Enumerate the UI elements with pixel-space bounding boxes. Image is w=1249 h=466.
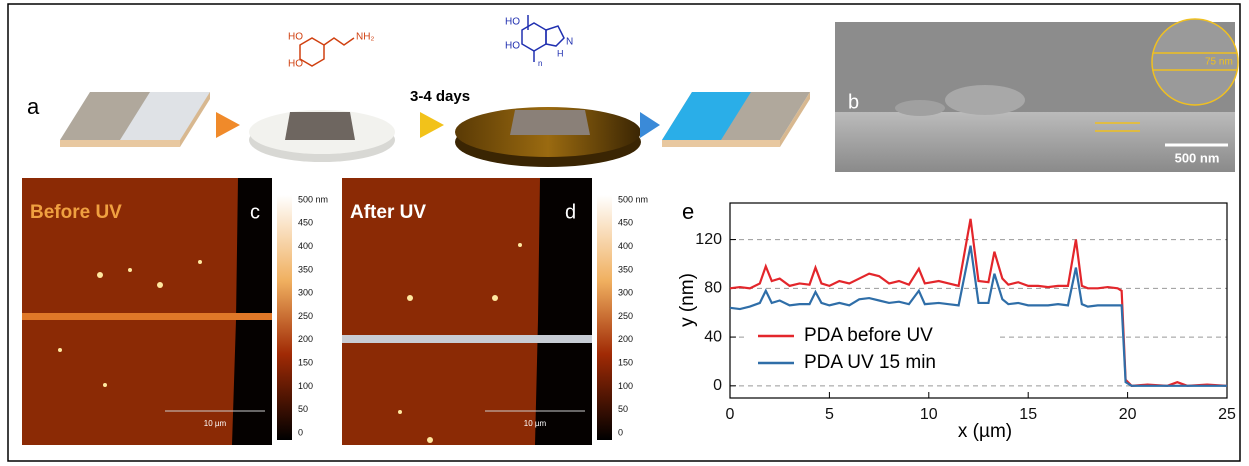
colorbar-tick-label: 500 nm: [618, 194, 648, 204]
afm-bare-region: [535, 178, 592, 445]
x-tick-label: 25: [1218, 406, 1236, 423]
afm-scan-line: [22, 313, 272, 320]
atom-label: HO: [288, 59, 303, 70]
colorbar-tick-label: 500 nm: [298, 194, 328, 204]
colorbar-tick-label: 100: [298, 381, 313, 391]
atom-label: HO: [505, 41, 520, 52]
atom-label: HO: [505, 17, 520, 28]
colorbar-tick-label: 400: [298, 241, 313, 251]
colorbar-tick-label: 0: [618, 427, 623, 437]
panel-a: a HO HO NH₂ 3-4 days HO HO N H n: [27, 15, 810, 167]
colorbar: [277, 195, 292, 440]
scale-bar-label: 500 nm: [1175, 150, 1220, 165]
colorbar-tick-label: 250: [298, 311, 313, 321]
y-tick-label: 40: [704, 328, 722, 345]
colorbar-tick-label: 150: [298, 357, 313, 367]
colorbar-tick-label: 200: [618, 334, 633, 344]
atom-label: n: [538, 59, 542, 68]
panel-label: e: [682, 199, 694, 224]
colorbar-tick-label: 350: [618, 264, 633, 274]
sem-feature: [945, 85, 1025, 115]
colorbar-tick-label: 50: [298, 404, 308, 414]
panel-label: d: [565, 201, 576, 223]
sem-feature: [895, 100, 945, 116]
x-tick-label: 0: [726, 406, 735, 423]
y-tick-label: 0: [713, 377, 722, 394]
panel-title: After UV: [350, 202, 426, 223]
scale-bar-label: 10 µm: [204, 419, 227, 428]
figure: a HO HO NH₂ 3-4 days HO HO N H n: [0, 0, 1249, 466]
colorbar-tick-label: 450: [298, 218, 313, 228]
panel-b: b 75 nm 500 nm: [835, 19, 1238, 172]
panel-label: b: [848, 91, 859, 113]
colorbar-tick-label: 400: [618, 241, 633, 251]
x-axis-label: x (µm): [958, 421, 1012, 442]
step-label: 3-4 days: [410, 88, 470, 105]
colorbar-tick-label: 150: [618, 357, 633, 367]
sample: [285, 112, 355, 140]
colorbar-tick-label: 250: [618, 311, 633, 321]
colorbar-tick-label: 450: [618, 218, 633, 228]
atom-label: HO: [288, 32, 303, 43]
panel-d: After UV d 10 µm 500 nm 450 400 350 300 250 20…: [342, 178, 648, 445]
colorbar-tick-label: 0: [298, 427, 303, 437]
legend-label: PDA UV 15 min: [804, 352, 936, 373]
panel-c: Before UV c 10 µm 500 nm 450 400 350 300 250 2…: [22, 178, 328, 445]
colorbar-tick-label: 50: [618, 404, 628, 414]
x-tick-label: 15: [1019, 406, 1037, 423]
substrate-edge: [662, 140, 780, 147]
colorbar-tick-label: 350: [298, 264, 313, 274]
panel-e: e 0 40 80 120 0 5 10 15 20 25 x (µm) y (nm) PDA befor…: [677, 199, 1236, 442]
arrow: [420, 112, 444, 138]
scale-bar-label: 10 µm: [524, 419, 547, 428]
legend-label: PDA before UV: [804, 325, 933, 346]
colorbar-tick-label: 300: [298, 288, 313, 298]
thickness-label: 75 nm: [1205, 57, 1233, 68]
dopamine-structure: [300, 38, 354, 66]
y-tick-label: 80: [704, 280, 722, 297]
y-axis-label: y (nm): [677, 273, 698, 327]
panel-label: a: [27, 94, 40, 119]
arrow: [640, 112, 660, 138]
panel-title: Before UV: [30, 202, 122, 223]
atom-label: H: [557, 48, 564, 58]
colorbar-tick-label: 200: [298, 334, 313, 344]
atom-label: NH₂: [356, 32, 374, 43]
y-tick-label: 120: [695, 231, 722, 248]
panel-label: c: [250, 201, 260, 223]
afm-scan-line: [342, 335, 592, 343]
x-tick-label: 10: [920, 406, 938, 423]
colorbar-tick-label: 300: [618, 288, 633, 298]
arrow: [216, 112, 240, 138]
x-tick-label: 5: [825, 406, 834, 423]
colorbar-tick-label: 100: [618, 381, 633, 391]
x-tick-label: 20: [1119, 406, 1137, 423]
colorbar: [597, 195, 612, 440]
atom-label: N: [566, 37, 573, 48]
sample: [510, 110, 590, 135]
substrate-edge: [60, 140, 180, 147]
page: {"figure": { "panel_a": {"label": "a", "…: [0, 0, 1249, 466]
